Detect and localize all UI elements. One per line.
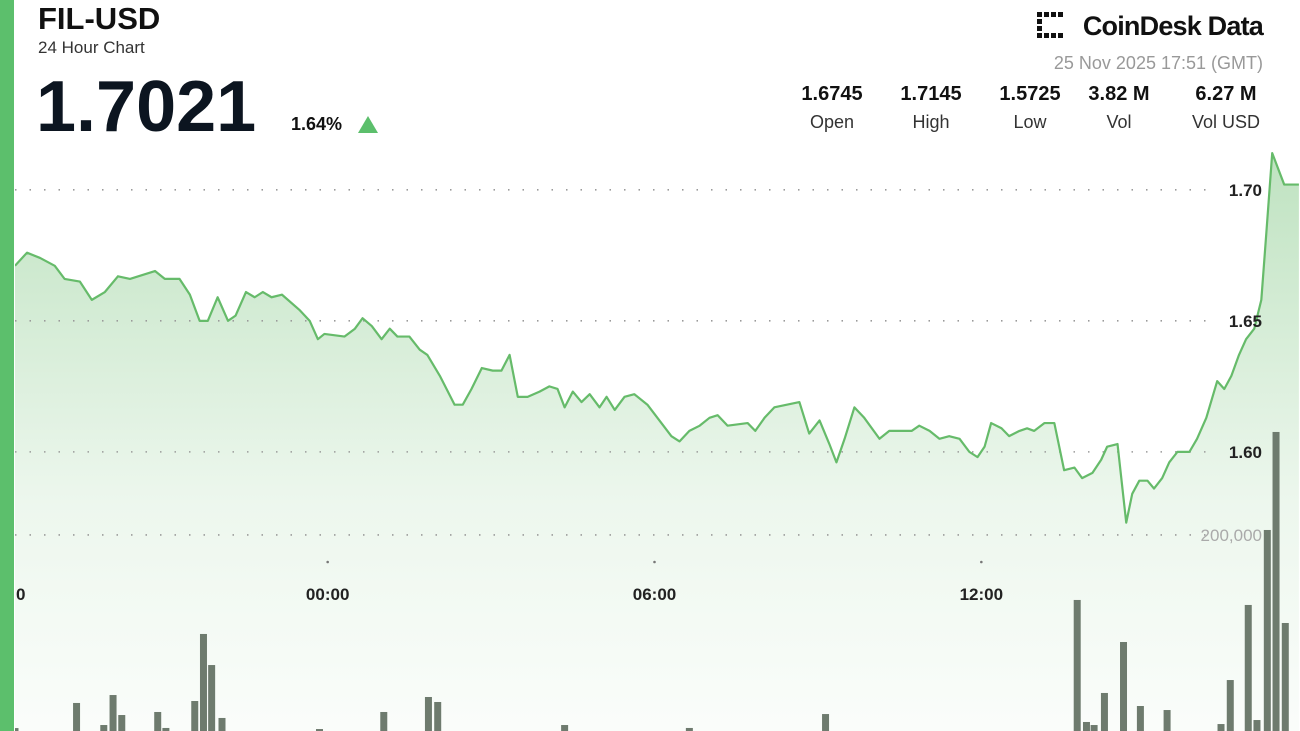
x-tick-label: 0 [16,585,25,604]
volume-bar [1253,720,1261,731]
stat-label: High [912,112,949,132]
stat-value: 1.5725 [999,83,1060,105]
change: 1.64% [291,114,342,134]
x-tick-label: 12:00 [960,585,1003,604]
volume-bar [218,717,226,731]
grid-layer [15,188,1210,564]
volume-bar [199,633,207,731]
volume-bar [208,665,216,731]
volume-bar [1120,642,1128,731]
volume-bar [1082,721,1090,731]
volume-bar [1090,725,1098,731]
volume-bar [1217,724,1225,731]
volume-bar [424,696,432,731]
volume-bar [434,701,442,731]
volume-bar [380,711,388,731]
y-tick-label: 1.60 [1229,443,1262,462]
y-tick-label: 1.70 [1229,181,1262,200]
plot-area [15,152,1299,731]
stat-value: 1.6745 [801,83,862,105]
price-line [15,152,1299,524]
label-layer: 1.60 1.65 1.70 200,000 0 00:00 06:00 12:00 [16,181,1262,604]
volume-bar [154,711,162,731]
volume-bar [315,729,323,731]
stat-value: 3.82 M [1088,83,1149,105]
x-tick-label: 00:00 [306,585,349,604]
volume-bar [118,715,126,731]
subtitle: 24 Hour Chart [38,38,145,57]
line-layer [15,152,1299,524]
volume-bar [109,695,117,731]
volume-bar [1226,680,1234,731]
volume-bar [1163,710,1171,731]
x-tick-mark [980,560,983,564]
volume-bar [561,725,569,731]
area-layer [15,153,1299,731]
x-tick-label: 06:00 [633,585,676,604]
volume-bar [191,701,199,731]
accent-bar [0,0,14,731]
volume-bar [1100,692,1108,731]
volume-bar [1263,529,1271,731]
y-tick-label: 1.65 [1229,312,1262,331]
brand: CoinDesk Data [1083,11,1265,41]
volume-bar [822,714,830,731]
x-tick-mark [653,560,656,564]
volume-bar [1281,622,1289,731]
price: 1.7021 [36,67,256,147]
price-area [15,153,1299,731]
symbol: FIL-USD [38,1,160,36]
brand-logo [1037,12,1063,38]
stat-label: Vol USD [1192,112,1260,132]
timestamp: 25 Nov 2025 17:51 (GMT) [1054,53,1263,73]
stat-label: Vol [1106,112,1131,132]
volume-bar [1272,431,1280,731]
volume-bar [685,727,693,731]
stat-label: Open [810,112,854,132]
volume-bar [100,725,108,731]
up-arrow [358,116,378,133]
volume-bar [1073,599,1081,731]
stat-value: 1.7145 [900,83,961,105]
stat-value: 6.27 M [1195,83,1256,105]
volume-bar [15,728,19,731]
volume-bar [73,702,81,731]
volume-bar [162,727,170,731]
stats: 1.6745 Open 1.7145 High 1.5725 Low 3.82 M Vol 6.… [801,83,1260,132]
volume-bar [1244,604,1252,731]
stat-label: Low [1013,112,1047,132]
y-tick-label: 200,000 [1201,526,1262,545]
x-tick-mark [326,560,329,564]
bar-layer [15,431,1289,731]
volume-bar [1136,706,1144,731]
